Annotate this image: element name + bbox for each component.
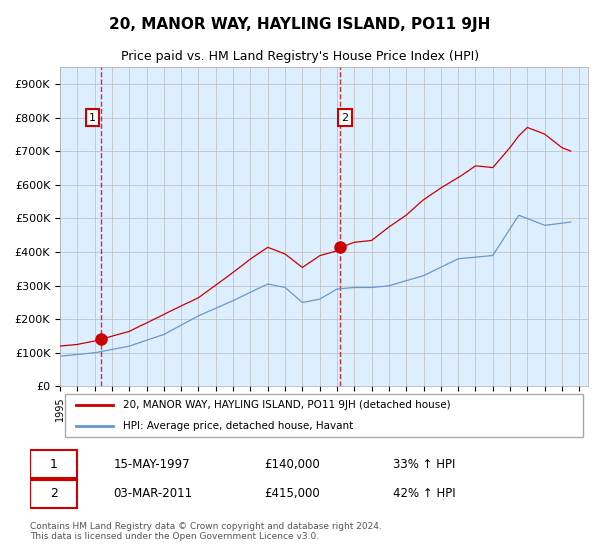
Text: £140,000: £140,000	[265, 458, 320, 471]
Text: Contains HM Land Registry data © Crown copyright and database right 2024.
This d: Contains HM Land Registry data © Crown c…	[30, 521, 382, 541]
Text: 03-MAR-2011: 03-MAR-2011	[114, 487, 193, 500]
FancyBboxPatch shape	[65, 394, 583, 437]
Text: 20, MANOR WAY, HAYLING ISLAND, PO11 9JH (detached house): 20, MANOR WAY, HAYLING ISLAND, PO11 9JH …	[124, 400, 451, 410]
FancyBboxPatch shape	[30, 480, 77, 508]
Text: 33% ↑ HPI: 33% ↑ HPI	[392, 458, 455, 471]
Text: 42% ↑ HPI: 42% ↑ HPI	[392, 487, 455, 500]
Text: Price paid vs. HM Land Registry's House Price Index (HPI): Price paid vs. HM Land Registry's House …	[121, 50, 479, 63]
Text: 20, MANOR WAY, HAYLING ISLAND, PO11 9JH: 20, MANOR WAY, HAYLING ISLAND, PO11 9JH	[109, 17, 491, 32]
Text: 1: 1	[89, 113, 96, 123]
Text: 15-MAY-1997: 15-MAY-1997	[114, 458, 190, 471]
Text: 2: 2	[50, 487, 58, 500]
Text: 1: 1	[50, 458, 58, 471]
Text: £415,000: £415,000	[265, 487, 320, 500]
Text: HPI: Average price, detached house, Havant: HPI: Average price, detached house, Hava…	[124, 421, 353, 431]
FancyBboxPatch shape	[30, 450, 77, 478]
Text: 2: 2	[341, 113, 349, 123]
